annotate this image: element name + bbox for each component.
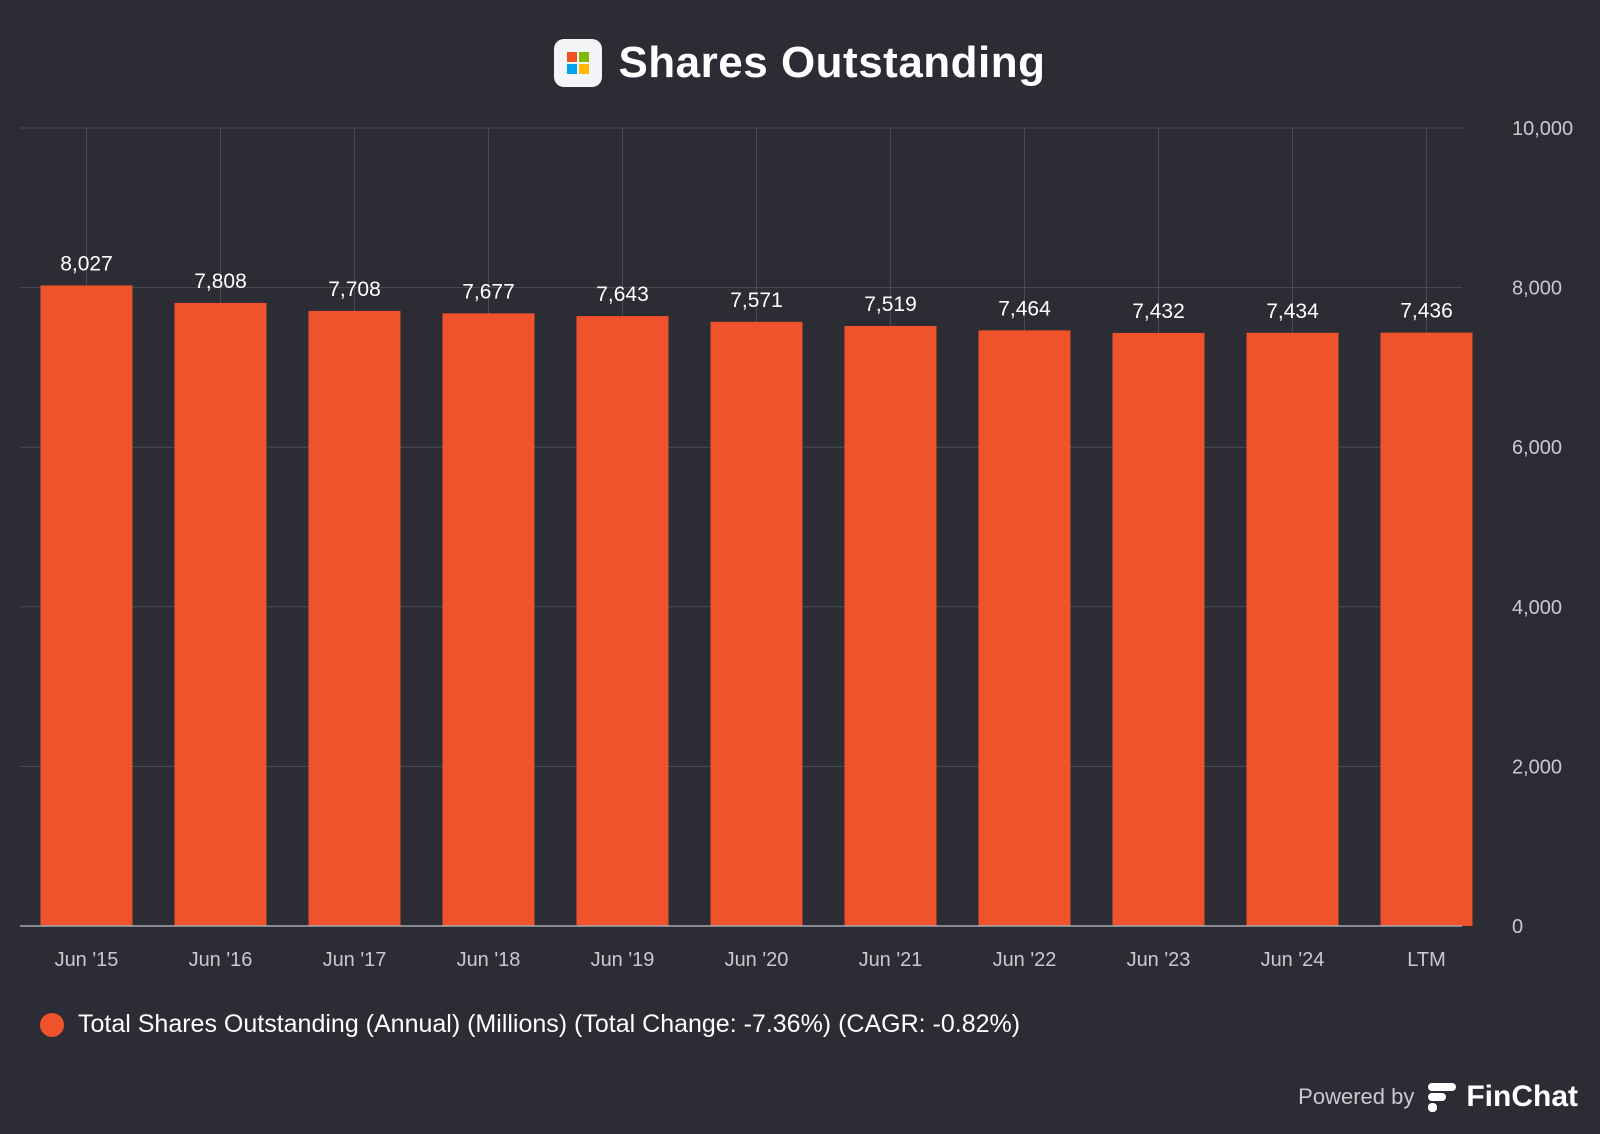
- x-tick-label: Jun '17: [323, 949, 387, 971]
- powered-by: Powered by FinChat: [1298, 1080, 1578, 1114]
- y-tick-label: 6,000: [1512, 437, 1562, 459]
- x-tick-label: Jun '19: [591, 949, 655, 971]
- finchat-logo-icon: [1426, 1081, 1458, 1113]
- bar-value-label: 7,677: [462, 280, 515, 303]
- bar[interactable]: [442, 313, 535, 927]
- y-tick-label: 10,000: [1512, 118, 1573, 140]
- logo-square-red: [567, 52, 578, 62]
- bar-value-label: 8,027: [60, 252, 113, 275]
- x-tick-label: Jun '21: [859, 949, 923, 971]
- bar-value-label: 7,519: [864, 293, 917, 316]
- powered-by-text: Powered by: [1298, 1084, 1415, 1109]
- x-tick-label: LTM: [1407, 949, 1446, 971]
- bar-value-label: 7,708: [328, 278, 381, 301]
- bar[interactable]: [844, 325, 937, 927]
- bar[interactable]: [308, 310, 401, 926]
- bar[interactable]: [1380, 332, 1473, 927]
- x-tick-label: Jun '20: [725, 949, 789, 971]
- bar[interactable]: [978, 330, 1071, 926]
- chart-title: Shares Outstanding: [618, 38, 1046, 87]
- chart-legend[interactable]: Total Shares Outstanding (Annual) (Milli…: [40, 1010, 1020, 1039]
- bar-value-label: 7,571: [730, 289, 783, 312]
- x-tick-label: Jun '16: [189, 949, 253, 971]
- bar[interactable]: [710, 321, 803, 926]
- finchat-brand-name: FinChat: [1466, 1080, 1578, 1113]
- microsoft-logo-icon: [554, 39, 603, 87]
- y-tick-label: 0: [1512, 916, 1523, 938]
- x-tick-label: Jun '15: [55, 949, 119, 971]
- bar[interactable]: [40, 285, 133, 926]
- x-tick-label: Jun '24: [1261, 949, 1325, 971]
- bar-value-label: 7,464: [998, 297, 1051, 320]
- chart-header: Shares Outstanding: [0, 38, 1600, 88]
- logo-square-yellow: [579, 64, 590, 74]
- y-tick-label: 4,000: [1512, 597, 1562, 619]
- x-tick-label: Jun '23: [1127, 949, 1191, 971]
- finchat-brand[interactable]: FinChat: [1426, 1080, 1578, 1114]
- legend-marker: [40, 1012, 64, 1037]
- bar[interactable]: [1112, 332, 1205, 926]
- x-tick-label: Jun '18: [457, 949, 521, 971]
- bar-value-label: 7,643: [596, 283, 649, 306]
- bar[interactable]: [174, 302, 267, 926]
- bar-chart: 0 2,000 4,000 6,000 8,000 10,000 8,027 Jun '15 7…: [20, 118, 1573, 971]
- bar-value-label: 7,808: [194, 270, 247, 293]
- x-tick-label: Jun '22: [993, 949, 1057, 971]
- bar[interactable]: [576, 316, 669, 926]
- bar-value-label: 7,436: [1400, 300, 1453, 323]
- logo-square-green: [579, 52, 590, 62]
- bar[interactable]: [1246, 332, 1339, 926]
- legend-label: Total Shares Outstanding (Annual) (Milli…: [78, 1010, 1021, 1038]
- y-tick-label: 8,000: [1512, 278, 1562, 300]
- logo-square-blue: [567, 64, 578, 74]
- bar-value-label: 7,432: [1132, 300, 1185, 323]
- bar-value-label: 7,434: [1266, 300, 1319, 323]
- y-tick-label: 2,000: [1512, 756, 1562, 778]
